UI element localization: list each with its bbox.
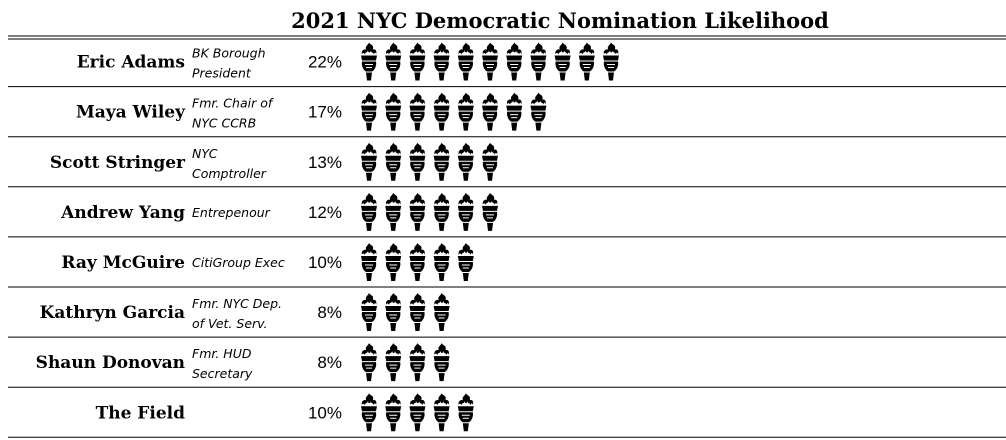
torch-icon xyxy=(408,342,426,382)
category-label: Eric Adams xyxy=(77,53,185,73)
torch-icon xyxy=(408,192,426,232)
candidate-description: Comptroller xyxy=(192,166,267,181)
value-label: 8% xyxy=(317,303,342,322)
torch-icon xyxy=(433,342,451,382)
torch-icon xyxy=(457,42,475,82)
candidate-description: Fmr. Chair of xyxy=(192,96,274,111)
torch-icon xyxy=(384,42,402,82)
torch-icon xyxy=(408,292,426,332)
torch-icon xyxy=(529,92,547,132)
torch-icon xyxy=(433,392,451,432)
torch-icon xyxy=(457,192,475,232)
value-label: 8% xyxy=(317,353,342,372)
value-label: 13% xyxy=(308,153,342,172)
torch-icon xyxy=(408,42,426,82)
torch-icon xyxy=(481,42,499,82)
category-label: Andrew Yang xyxy=(60,203,185,223)
value-label: 10% xyxy=(308,253,342,272)
torch-icon xyxy=(433,292,451,332)
torch-icon xyxy=(360,242,378,282)
torch-icon-partial xyxy=(505,142,515,182)
torch-icon xyxy=(360,292,378,332)
torch-icon xyxy=(457,92,475,132)
torch-icon xyxy=(481,92,499,132)
candidate-description: Secretary xyxy=(192,366,253,381)
torch-icon-partial xyxy=(554,92,563,132)
value-label: 22% xyxy=(308,53,342,72)
torch-icon xyxy=(360,92,378,132)
torch-icon xyxy=(360,42,378,82)
torch-icon xyxy=(433,242,451,282)
candidate-description: NYC xyxy=(192,146,218,161)
torch-icon xyxy=(408,92,426,132)
torch-icon xyxy=(360,342,378,382)
torch-icon xyxy=(529,42,547,82)
category-label: Maya Wiley xyxy=(76,103,186,123)
torch-icon xyxy=(384,92,402,132)
torch-icon xyxy=(554,42,572,82)
category-label: The Field xyxy=(96,403,186,423)
candidate-description: CitiGroup Exec xyxy=(192,255,285,270)
torch-icon xyxy=(408,392,426,432)
category-label: Shaun Donovan xyxy=(36,353,185,373)
torch-icon xyxy=(360,192,378,232)
torch-icon xyxy=(408,242,426,282)
torch-icon xyxy=(384,292,402,332)
chart-rows: Eric Adams BK Borough President 22% Maya Wil… xyxy=(8,42,1006,438)
torch-icon xyxy=(433,92,451,132)
torch-icon xyxy=(505,92,523,132)
value-label: 17% xyxy=(308,103,342,122)
category-label: Kathryn Garcia xyxy=(40,303,185,323)
torch-icon xyxy=(360,142,378,182)
torch-icon xyxy=(505,42,523,82)
torch-icon xyxy=(433,42,451,82)
torch-icon xyxy=(384,192,402,232)
category-label: Ray McGuire xyxy=(61,253,185,273)
chart-title: 2021 NYC Democratic Nomination Likelihoo… xyxy=(291,8,829,33)
torch-icon xyxy=(384,242,402,282)
candidate-description: President xyxy=(192,66,252,81)
torch-icon xyxy=(384,342,402,382)
torch-icon xyxy=(384,142,402,182)
torch-icon xyxy=(602,42,620,82)
value-label: 12% xyxy=(308,203,342,222)
torch-icon xyxy=(481,192,499,232)
torch-icon xyxy=(408,142,426,182)
candidate-description: of Vet. Serv. xyxy=(192,316,268,331)
torch-icon xyxy=(384,392,402,432)
torch-icon xyxy=(578,42,596,82)
candidate-description: Fmr. HUD xyxy=(192,346,252,361)
torch-icon xyxy=(433,192,451,232)
torch-icon xyxy=(481,142,499,182)
candidate-description: Fmr. NYC Dep. xyxy=(192,296,282,311)
candidate-description: BK Borough xyxy=(192,46,266,61)
candidate-description: NYC CCRB xyxy=(192,116,256,131)
torch-icon xyxy=(457,142,475,182)
torch-icon xyxy=(457,392,475,432)
torch-icon xyxy=(457,242,475,282)
value-label: 10% xyxy=(308,403,342,422)
torch-icon xyxy=(433,142,451,182)
torch-icon xyxy=(360,392,378,432)
category-label: Scott Stringer xyxy=(50,153,186,173)
candidate-description: Entrepenour xyxy=(192,205,271,220)
